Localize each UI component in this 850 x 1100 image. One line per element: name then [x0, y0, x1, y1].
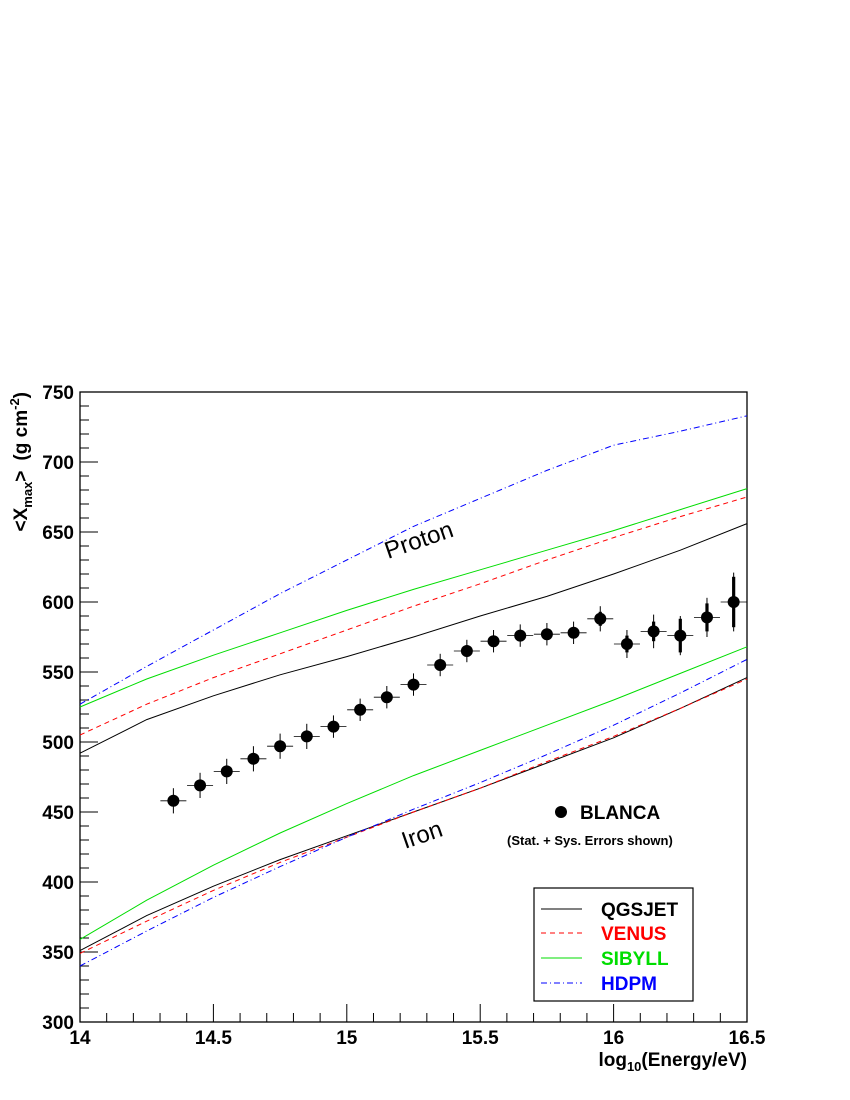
y-tick-label: 700 [42, 453, 74, 474]
y-tick-label: 550 [42, 663, 74, 684]
y-tick-label: 350 [42, 943, 74, 964]
x-tick-label: 16.5 [729, 1028, 766, 1049]
axis-ticks [79, 391, 748, 1023]
legend-label-sibyll: SIBYLL [601, 949, 669, 970]
x-tick-label: 14.5 [195, 1028, 232, 1049]
blanca-point [540, 628, 553, 641]
x-tick-label: 14 [69, 1028, 91, 1049]
legend: QGSJET VENUS SIBYLL HDPM [533, 887, 694, 1002]
x-tick-label: 15 [336, 1028, 358, 1049]
x-axis-title: log10(Energy/eV) [598, 1050, 747, 1074]
y-tick-label: 650 [42, 523, 74, 544]
blanca-note: (Stat. + Sys. Errors shown) [507, 833, 673, 848]
blanca-point [514, 629, 527, 642]
blanca-point [594, 612, 607, 625]
proton-annotation: Proton [381, 516, 457, 565]
blanca-point [247, 752, 260, 765]
blanca-point [727, 596, 740, 608]
blanca-point [220, 765, 233, 778]
legend-label-qgsjet: QGSJET [601, 900, 678, 921]
blanca-point [567, 626, 580, 639]
legend-label-venus: VENUS [601, 924, 666, 945]
x-tick-label: 16 [603, 1028, 624, 1049]
y-tick-label: 400 [42, 873, 74, 894]
blanca-point [380, 691, 393, 704]
y-tick-label: 450 [42, 803, 74, 824]
blanca-point [274, 740, 287, 753]
y-tick-label: 500 [42, 733, 74, 754]
legend-label-hdpm: HDPM [601, 974, 657, 995]
blanca-point [460, 645, 473, 657]
y-tick-label: 300 [42, 1013, 74, 1034]
blanca-point [167, 794, 180, 807]
curve-qgsjet-proton [79, 523, 748, 754]
y-axis-title: <Xmax>(g cm-2) [7, 392, 35, 532]
blanca-point [620, 638, 633, 650]
blanca-points [160, 572, 747, 814]
blanca-point [700, 611, 713, 624]
y-tick-label: 600 [42, 593, 74, 614]
y-tick-label: 750 [42, 383, 74, 404]
curve-venus-iron [79, 678, 748, 954]
blanca-point [194, 779, 207, 792]
curve-venus-proton [79, 496, 748, 736]
curve-hdpm-iron [79, 658, 748, 967]
curve-sibyll-proton [79, 488, 748, 708]
model-curves [79, 415, 748, 967]
blanca-point [354, 703, 367, 716]
curve-hdpm-proton [79, 415, 748, 705]
blanca-point [487, 635, 500, 648]
blanca-point [434, 659, 447, 671]
curve-sibyll-iron [79, 646, 748, 940]
blanca-point [674, 629, 687, 642]
blanca-point [300, 730, 313, 743]
legend-box [533, 887, 694, 1002]
blanca-legend-marker [555, 806, 567, 818]
blanca-point [407, 678, 420, 691]
x-tick-label: 15.5 [462, 1028, 499, 1049]
iron-annotation: Iron [398, 816, 446, 855]
blanca-point [327, 720, 340, 733]
blanca-point [647, 625, 660, 638]
blanca-label: BLANCA [580, 803, 660, 824]
tick-labels: 14 14.5 15 15.5 16 16.5 300 350 400 450 500 550 600 6… [42, 383, 766, 1049]
